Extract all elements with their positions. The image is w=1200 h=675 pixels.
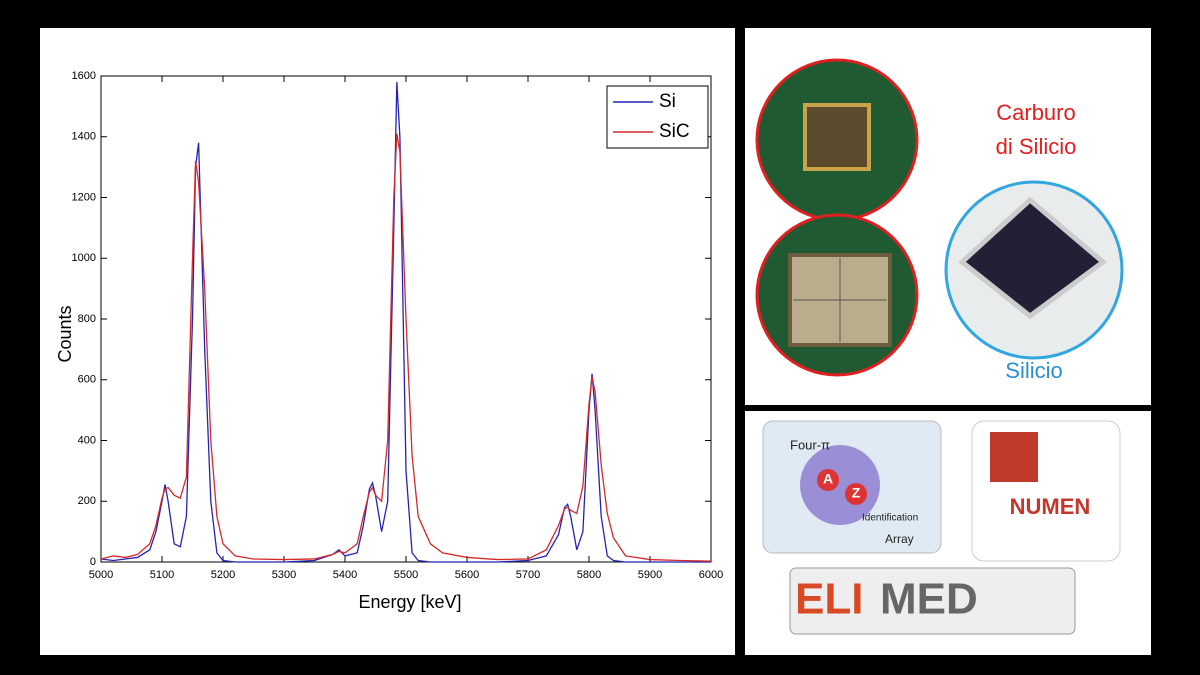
fazia-text: Z — [852, 485, 861, 501]
y-tick-label: 400 — [78, 434, 96, 446]
y-tick-label: 0 — [90, 556, 96, 568]
elimed-text: ELI — [795, 575, 863, 624]
x-tick-label: 5900 — [638, 569, 662, 581]
sic-chip — [803, 103, 871, 171]
y-tick-label: 600 — [78, 374, 96, 386]
elimed-text: MED — [880, 575, 978, 624]
carburo-label: di Silicio — [996, 134, 1077, 159]
series-line — [100, 133, 712, 562]
fazia-text: Array — [885, 532, 914, 546]
x-tick-label: 5100 — [150, 569, 174, 581]
numen-text: NUMEN — [1010, 494, 1091, 519]
x-tick-label: 5500 — [394, 569, 418, 581]
numen-grid — [990, 432, 1038, 482]
y-tick-label: 1000 — [72, 252, 96, 264]
si-chip — [958, 196, 1108, 320]
x-tick-label: 5400 — [333, 569, 357, 581]
x-tick-label: 5300 — [272, 569, 296, 581]
fazia-text: Four-π — [790, 437, 830, 452]
fazia-text: Identification — [862, 513, 918, 524]
y-tick-label: 1600 — [72, 70, 96, 82]
y-axis-label: Counts — [55, 305, 75, 362]
elimed-logo — [789, 567, 1076, 635]
fazia-nucleon — [817, 469, 839, 491]
y-tick-label: 1400 — [72, 131, 96, 143]
x-tick-label: 5000 — [89, 569, 113, 581]
silicio-label: Silicio — [1005, 358, 1062, 383]
fazia-nucleon — [845, 483, 867, 505]
carburo-label: Carburo — [996, 100, 1075, 125]
x-tick-label: 5700 — [516, 569, 540, 581]
x-tick-label: 6000 — [699, 569, 723, 581]
x-tick-label: 5600 — [455, 569, 479, 581]
x-tick-label: 5200 — [211, 569, 235, 581]
fazia-nucleus — [800, 445, 880, 525]
x-axis-label: Energy [keV] — [358, 592, 461, 612]
legend-label: SiC — [659, 121, 690, 142]
legend-label: Si — [659, 91, 676, 112]
y-tick-label: 200 — [78, 495, 96, 507]
chart: Energy [keV] Counts 5000 5100 5200 5300 5400… — [55, 70, 723, 612]
x-tick-label: 5800 — [577, 569, 601, 581]
legend-box — [606, 85, 709, 149]
y-tick-label: 800 — [78, 313, 96, 325]
fazia-text: A — [823, 471, 833, 487]
y-tick-label: 1200 — [72, 191, 96, 203]
